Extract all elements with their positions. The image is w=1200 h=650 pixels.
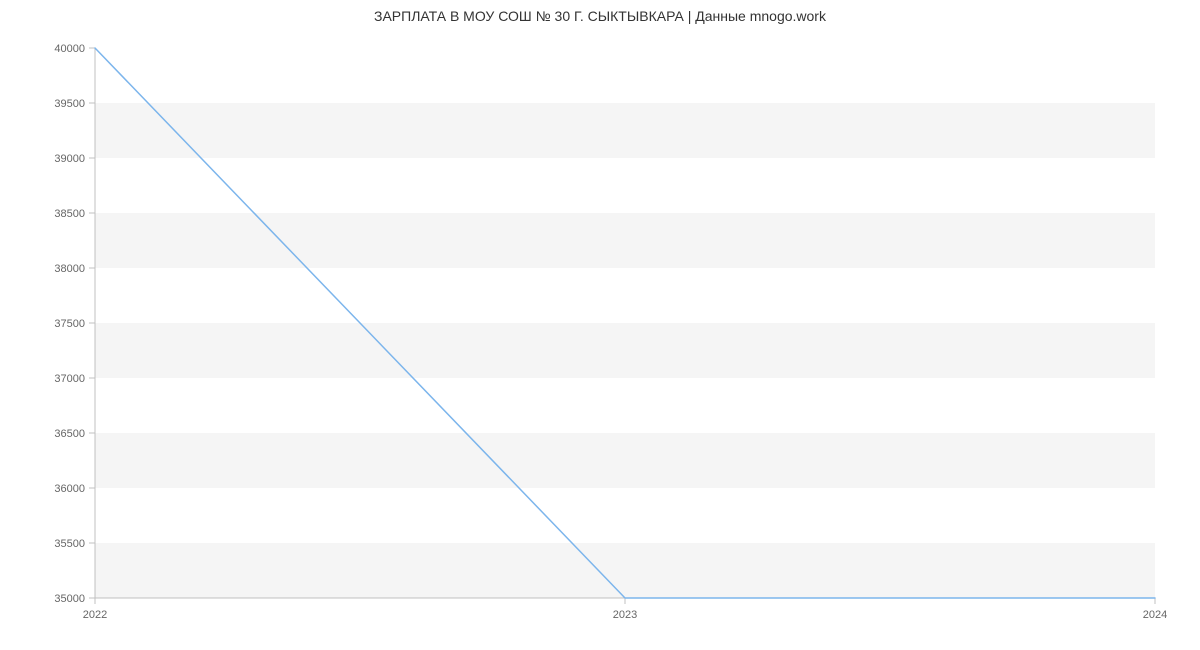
x-tick-label: 2022 — [83, 609, 107, 621]
grid-band — [95, 213, 1155, 268]
grid-band — [95, 268, 1155, 323]
y-tick-label: 36500 — [54, 428, 85, 440]
chart-svg: 35000 35500 36000 36500 37000 37500 38000 38500… — [0, 0, 1200, 650]
grid-band — [95, 48, 1155, 103]
y-tick-label: 37000 — [54, 373, 85, 385]
salary-line-chart: ЗАРПЛАТА В МОУ СОШ № 30 Г. СЫКТЫВКАРА | … — [0, 0, 1200, 650]
grid-band — [95, 488, 1155, 543]
y-tick-label: 38500 — [54, 208, 85, 220]
grid-band — [95, 433, 1155, 488]
y-tick-label: 39500 — [54, 98, 85, 110]
grid-band — [95, 323, 1155, 378]
y-tick-label: 39000 — [54, 153, 85, 165]
y-tick-label: 38000 — [54, 263, 85, 275]
y-tick-label: 35500 — [54, 538, 85, 550]
y-tick-label: 40000 — [54, 43, 85, 55]
chart-title: ЗАРПЛАТА В МОУ СОШ № 30 Г. СЫКТЫВКАРА | … — [0, 0, 1200, 24]
y-tick-label: 36000 — [54, 483, 85, 495]
x-tick-label: 2024 — [1143, 609, 1167, 621]
x-tick-label: 2023 — [613, 609, 637, 621]
y-tick-label: 37500 — [54, 318, 85, 330]
y-tick-label: 35000 — [54, 593, 85, 605]
grid-band — [95, 378, 1155, 433]
grid-band — [95, 158, 1155, 213]
grid-band — [95, 543, 1155, 598]
grid-band — [95, 103, 1155, 158]
